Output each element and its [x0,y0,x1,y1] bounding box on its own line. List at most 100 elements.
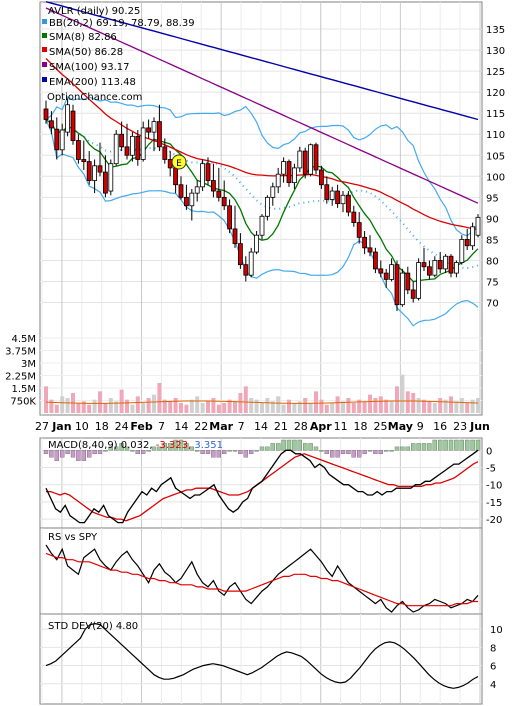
macd-histogram-bar [157,446,162,451]
std-y-tick: 8 [490,643,496,654]
macd-histogram-bar [124,446,130,451]
candle-body [329,190,335,200]
macd-y-tick: -10 [486,481,502,492]
macd-histogram-bar [178,439,184,451]
legend-swatch-sma100 [42,62,47,67]
volume-bar [168,401,173,413]
volume-bar [368,394,372,413]
candle-body [302,150,308,175]
std-series-line [45,622,479,689]
candle-body [43,108,49,120]
volume-bar [265,398,270,413]
candle-body [189,192,195,207]
macd-histogram-bar [60,450,65,458]
candle-body [54,128,60,151]
volume-bar [108,398,113,413]
std-grid [40,614,482,704]
price-y-tick: 125 [486,67,505,78]
macd-histogram-bar [92,450,97,454]
macd-histogram-bar [76,450,81,461]
candle-body [378,268,384,274]
macd-histogram-bar [470,439,475,451]
volume-bar [119,389,124,413]
date-label: 14 [254,420,268,433]
candle-body [410,289,416,299]
macd-histogram-bar [411,443,416,451]
candle-body [248,251,254,276]
legend-swatch-sma8 [42,33,47,38]
candle-body [221,196,227,207]
volume-bar [276,396,281,413]
candle-body [237,243,243,266]
volume-bar [238,393,243,413]
volume-bar [130,404,135,413]
macd-y-tick: -15 [486,498,502,509]
candle-body [318,169,324,186]
legend-ema200: EMA(200) 113.48 [49,77,136,88]
date-label: Apr [310,420,332,433]
volume-bar [249,398,254,413]
macd-histogram-bar [151,446,157,451]
volume-bar [65,398,70,413]
legend-sma8: SMA(8) 82.86 [49,32,117,43]
macd-histogram-bar [454,439,459,451]
macd-histogram-bar [259,446,265,451]
macd-histogram-bar [281,439,286,451]
date-label: Jan [51,420,71,433]
candle-body [453,262,459,274]
earnings-marker [171,154,187,170]
macd-histogram-bar [465,439,470,451]
macd-histogram-bar [286,439,292,451]
macd-histogram-bar [232,450,238,452]
price-y-tick: 135 [486,25,505,36]
volume-bar [44,386,48,413]
price-y-tick: 130 [486,46,505,57]
legend-swatch-bb [42,19,47,24]
volume-bar [443,399,448,413]
volume-bar [432,403,437,413]
macd-histogram-bar [140,450,146,454]
bb-upper-line [45,96,479,237]
candle-body [340,194,346,205]
volume-bar [465,403,470,413]
std-title: STD DEV(20) 4.80 [48,621,138,632]
date-axis: 27 Jan 10 18 24 Feb 7 14 22 Mar 7 14 21 28 Apr 11 18 25 Ma… [35,420,490,433]
date-label: 16 [433,420,447,433]
macd-histogram-bar [211,450,216,458]
candle-body [81,159,87,162]
volume-bar [254,399,259,413]
candle-body [281,161,287,175]
price-y-tick: 90 [486,214,499,225]
volume-bar [319,399,324,413]
rs-series-line [45,552,478,607]
rs-lines [45,544,479,613]
macd-value-b: 3.351 [194,440,223,451]
volume-bar [157,383,162,413]
candle-body [259,215,265,236]
candle-body [297,150,303,169]
macd-histogram-bar [238,450,243,454]
candle-body [399,272,405,306]
macd-series-line [45,449,479,524]
volume-bar [324,404,329,413]
price-y-tick: 110 [486,130,505,141]
volume-bar [141,403,146,413]
volume-y-tick: 1.5M [11,384,36,395]
volume-bar [292,403,297,413]
candle-body [124,146,130,156]
date-label: Mar [209,420,233,433]
volume-bar [303,398,308,413]
macd-histogram-bar [335,450,340,458]
candle-body [264,196,270,217]
macd-histogram-bar [421,443,427,451]
volume-bar [454,401,459,413]
std-y-tick: 10 [490,625,503,636]
volume-bar [260,403,264,413]
std-lines [45,622,479,689]
volume-bar [384,399,389,413]
macd-histogram-bar [65,450,70,454]
candle-body [437,260,443,270]
macd-histogram-bar [459,439,464,451]
date-label: 24 [115,420,129,433]
